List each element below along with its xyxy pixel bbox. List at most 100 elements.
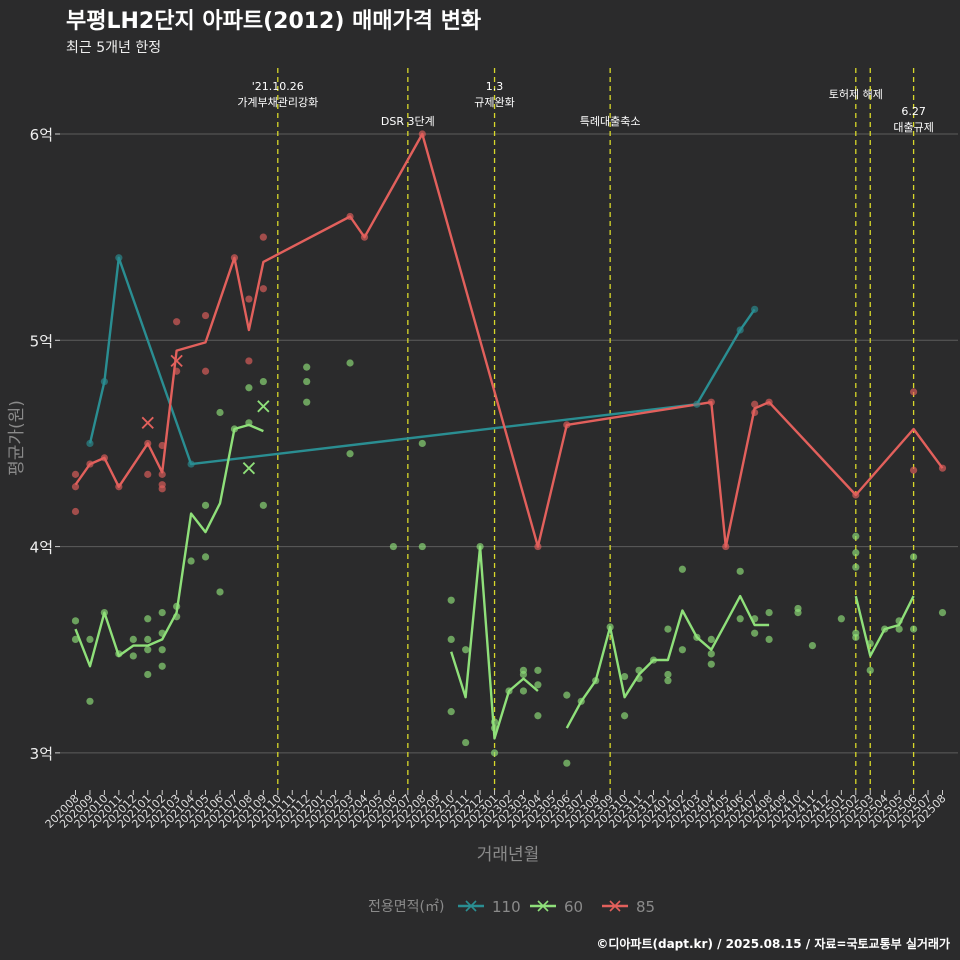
data-point-85 xyxy=(751,408,759,417)
data-point-60 xyxy=(852,633,860,641)
x-axis-label: 거래년월 xyxy=(477,845,540,865)
data-point-60 xyxy=(144,615,152,623)
data-point-110 xyxy=(100,377,108,386)
series-line-110 xyxy=(88,256,756,466)
data-point-60 xyxy=(447,635,455,644)
data-point-85 xyxy=(201,311,210,320)
y-tick-label: 6억 xyxy=(30,126,53,144)
data-point-85 xyxy=(765,398,773,406)
data-point-60 xyxy=(866,666,874,674)
data-points xyxy=(71,130,947,767)
data-point-60 xyxy=(736,567,744,575)
data-point-60 xyxy=(866,639,874,648)
data-point-60 xyxy=(187,557,195,565)
data-point-60 xyxy=(519,687,528,695)
y-tick-label: 3억 xyxy=(30,745,53,763)
data-point-60 xyxy=(707,635,715,644)
data-point-60 xyxy=(837,615,845,623)
data-point-60 xyxy=(216,588,224,596)
data-point-60 xyxy=(216,408,224,417)
data-point-60 xyxy=(621,712,629,720)
gridlines xyxy=(60,133,958,754)
data-point-85 xyxy=(230,254,239,262)
cancelled-marker-60 xyxy=(257,400,270,413)
data-point-60 xyxy=(852,563,860,571)
data-point-85 xyxy=(173,318,181,326)
data-point-85 xyxy=(751,400,759,408)
data-point-60 xyxy=(100,608,108,617)
data-point-60 xyxy=(129,652,137,660)
legend: 전용면적(㎡) 110 60 85 xyxy=(368,898,655,916)
data-point-60 xyxy=(606,623,614,631)
data-point-60 xyxy=(664,625,672,633)
data-point-85 xyxy=(938,464,947,472)
event-label: 대출규제 xyxy=(893,121,933,134)
data-point-60 xyxy=(462,646,470,654)
data-point-60 xyxy=(158,662,166,670)
data-point-60 xyxy=(490,749,499,757)
data-point-60 xyxy=(649,656,658,664)
data-point-60 xyxy=(173,602,181,611)
chart-title: 부평LH2단지 아파트(2012) 매매가격 변화 xyxy=(66,9,481,34)
y-axis-label: 평균가(원) xyxy=(7,400,27,476)
data-point-110 xyxy=(693,400,701,408)
legend-label-85: 85 xyxy=(636,898,655,916)
data-point-85 xyxy=(100,454,108,462)
data-point-60 xyxy=(490,724,499,732)
data-point-60 xyxy=(751,615,759,623)
data-point-60 xyxy=(173,613,181,621)
legend-marker-110 xyxy=(465,900,477,912)
data-point-110 xyxy=(751,305,759,313)
data-point-85 xyxy=(418,130,426,138)
legend-marker-60 xyxy=(537,900,549,912)
data-point-60 xyxy=(71,617,80,625)
series-line-60 xyxy=(450,545,539,740)
event-label: DSR 3단계 xyxy=(381,115,435,128)
data-point-60 xyxy=(794,608,802,617)
data-point-60 xyxy=(534,712,542,720)
data-point-85 xyxy=(115,483,123,491)
data-point-85 xyxy=(245,295,253,303)
data-point-85 xyxy=(158,441,166,450)
data-point-60 xyxy=(678,565,687,573)
data-point-85 xyxy=(910,388,918,396)
data-point-60 xyxy=(418,439,426,448)
series-line-60 xyxy=(565,594,770,729)
data-point-60 xyxy=(71,635,80,644)
data-point-85 xyxy=(259,285,267,293)
data-point-85 xyxy=(534,542,542,551)
data-point-60 xyxy=(303,377,311,386)
data-point-60 xyxy=(664,670,672,679)
data-point-60 xyxy=(765,635,773,644)
chart-subtitle: 최근 5개년 한정 xyxy=(66,40,161,56)
data-point-85 xyxy=(360,233,369,241)
data-point-60 xyxy=(115,650,123,658)
data-point-60 xyxy=(534,681,542,689)
data-point-60 xyxy=(303,398,311,406)
data-point-60 xyxy=(245,384,253,392)
data-point-85 xyxy=(71,470,80,478)
data-point-85 xyxy=(563,421,571,429)
data-point-60 xyxy=(389,542,397,551)
data-point-60 xyxy=(418,542,426,551)
data-point-60 xyxy=(693,633,701,641)
data-point-85 xyxy=(173,367,181,375)
data-point-85 xyxy=(201,367,210,375)
cancelled-marker-85 xyxy=(141,416,154,429)
data-point-85 xyxy=(722,542,730,551)
data-point-60 xyxy=(577,697,585,705)
data-point-60 xyxy=(895,625,903,633)
event-label: 가계부채관리강화 xyxy=(237,96,318,109)
y-tick-label: 5억 xyxy=(30,332,53,350)
data-point-60 xyxy=(476,542,484,551)
data-point-60 xyxy=(852,532,860,540)
data-point-60 xyxy=(201,501,210,509)
data-point-60 xyxy=(765,608,773,617)
data-point-60 xyxy=(144,670,152,679)
data-point-85 xyxy=(259,233,267,241)
data-point-60 xyxy=(592,677,600,685)
data-point-85 xyxy=(245,357,253,365)
data-point-85 xyxy=(158,485,166,493)
data-point-60 xyxy=(129,635,137,644)
